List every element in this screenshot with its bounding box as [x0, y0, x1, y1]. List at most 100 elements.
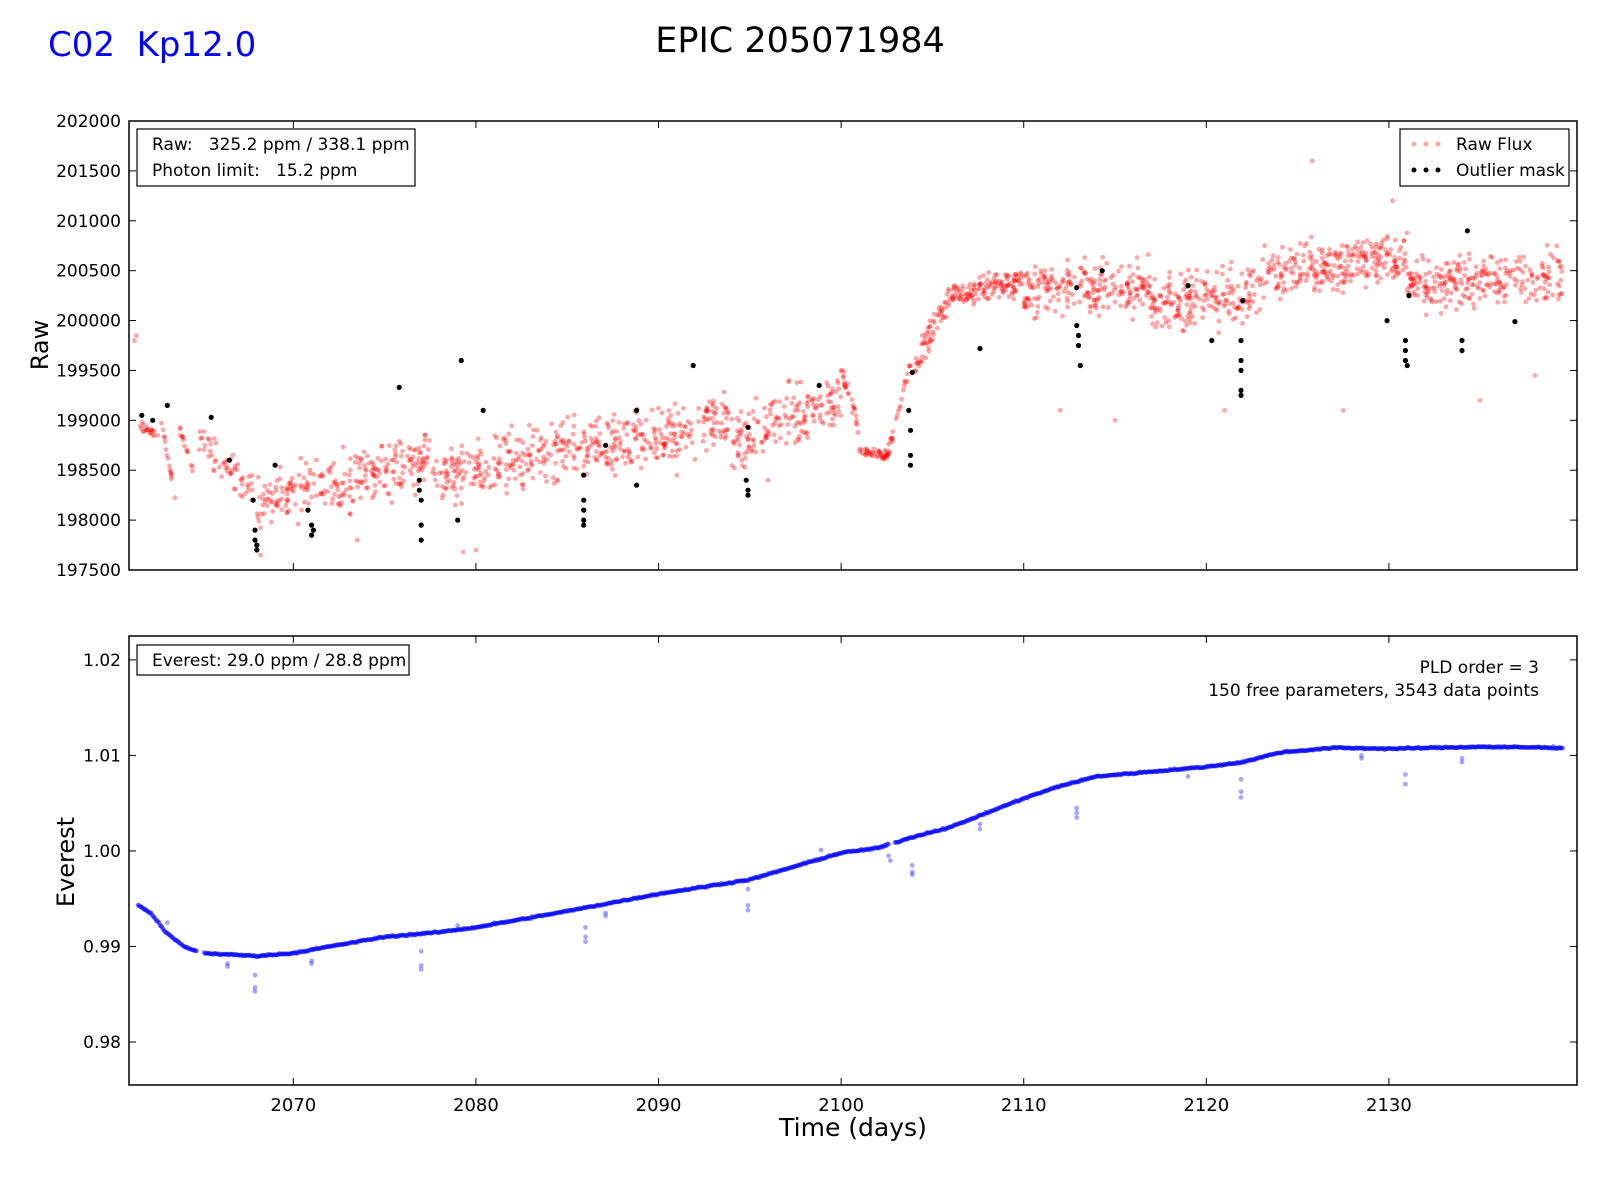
raw-flux-point — [770, 422, 776, 428]
raw-flux-point — [456, 455, 461, 461]
raw-flux-point — [769, 402, 775, 408]
raw-flux-point — [481, 484, 486, 490]
raw-flux-point — [952, 283, 958, 289]
raw-flux-point — [656, 405, 661, 411]
raw-flux-point — [447, 478, 453, 484]
raw-flux-point — [249, 473, 255, 478]
raw-flux-point — [621, 421, 627, 427]
raw-flux-point — [673, 440, 679, 446]
raw-flux-point — [374, 467, 380, 473]
raw-flux-point — [262, 483, 268, 489]
raw-flux-point — [507, 465, 513, 470]
raw-flux-point — [597, 431, 603, 436]
raw-flux-point — [1022, 299, 1027, 305]
raw-flux-point — [1276, 284, 1281, 290]
raw-flux-point — [770, 399, 776, 405]
raw-flux-point — [1138, 284, 1143, 290]
raw-flux-point — [854, 422, 860, 427]
outlier-point — [1077, 362, 1083, 369]
raw-flux-point — [1032, 271, 1038, 277]
raw-flux-point — [1210, 288, 1215, 293]
raw-flux-point — [977, 274, 983, 280]
raw-flux-point — [1303, 278, 1309, 283]
raw-flux-point — [1292, 256, 1297, 262]
raw-flux-point — [237, 492, 243, 498]
raw-flux-point — [1392, 254, 1398, 260]
raw-flux-point — [167, 467, 173, 473]
raw-flux-point — [1546, 269, 1552, 275]
raw-flux-point — [198, 436, 204, 441]
raw-flux-point — [444, 485, 449, 491]
raw-flux-point — [1249, 283, 1255, 289]
raw-flux-point — [964, 296, 970, 301]
raw-flux-point — [1112, 299, 1118, 305]
raw-flux-point — [1318, 263, 1324, 268]
raw-flux-point — [144, 424, 150, 430]
raw-flux-point — [338, 493, 344, 498]
legend-marker-raw-flux — [1423, 141, 1429, 147]
raw-flux-point — [1137, 297, 1143, 303]
raw-flux-point — [1294, 251, 1300, 257]
raw-flux-point — [421, 464, 427, 470]
everest-point — [818, 847, 824, 853]
y-tick-label: 201000 — [56, 212, 121, 232]
raw-flux-point — [927, 324, 933, 329]
raw-flux-point — [138, 423, 143, 429]
raw-flux-point — [240, 475, 246, 480]
raw-flux-point — [776, 423, 782, 429]
raw-flux-point — [1000, 290, 1006, 295]
outlier-point — [581, 507, 587, 513]
raw-flux-point — [444, 458, 450, 463]
raw-flux-point — [1226, 311, 1232, 317]
raw-flux-point — [1455, 262, 1461, 268]
raw-flux-point — [1350, 246, 1356, 252]
raw-flux-point — [949, 293, 955, 299]
raw-flux-point — [1523, 263, 1528, 269]
raw-flux-point — [1401, 238, 1407, 244]
raw-flux-point — [1529, 272, 1535, 278]
raw-flux-point — [478, 451, 484, 457]
raw-flux-point — [876, 449, 882, 454]
everest-point — [909, 872, 915, 878]
raw-flux-point — [925, 325, 931, 331]
raw-flux-point — [1222, 301, 1228, 307]
raw-flux-point — [628, 457, 633, 463]
everest-point — [1185, 774, 1191, 779]
raw-flux-point — [705, 408, 710, 414]
raw-flux-point — [679, 434, 685, 440]
raw-flux-point — [1235, 283, 1241, 289]
raw-flux-point — [775, 415, 781, 421]
raw-flux-point — [1363, 272, 1369, 278]
raw-flux-point — [558, 439, 564, 445]
raw-flux-point — [1423, 285, 1428, 291]
raw-flux-point — [739, 458, 745, 463]
raw-flux-point — [422, 432, 428, 438]
raw-flux-point — [298, 482, 304, 488]
raw-flux-point — [1257, 307, 1263, 312]
raw-flux-point — [817, 412, 823, 418]
everest-point — [309, 958, 314, 964]
raw-flux-point — [1459, 301, 1464, 307]
raw-flux-point — [936, 312, 942, 317]
raw-flux-point — [681, 405, 686, 411]
everest-point — [1074, 805, 1080, 811]
raw-flux-point — [841, 383, 847, 388]
raw-flux-point — [553, 460, 558, 466]
raw-flux-point — [738, 432, 743, 438]
raw-flux-point — [1477, 296, 1483, 301]
raw-flux-point — [978, 281, 984, 287]
raw-flux-point — [1298, 271, 1303, 277]
raw-flux-point — [445, 473, 451, 479]
raw-flux-point — [797, 400, 803, 405]
raw-flux-point — [1426, 288, 1432, 294]
raw-flux-point — [1153, 324, 1159, 330]
raw-flux-point — [1426, 258, 1431, 264]
raw-flux-point — [1304, 241, 1309, 246]
raw-flux-point — [1454, 287, 1460, 293]
raw-flux-point — [563, 466, 569, 471]
raw-flux-point — [1225, 277, 1231, 283]
raw-flux-point — [1394, 264, 1399, 269]
raw-flux-point — [1518, 286, 1523, 291]
raw-flux-point — [1501, 285, 1506, 291]
raw-flux-point — [884, 453, 890, 458]
